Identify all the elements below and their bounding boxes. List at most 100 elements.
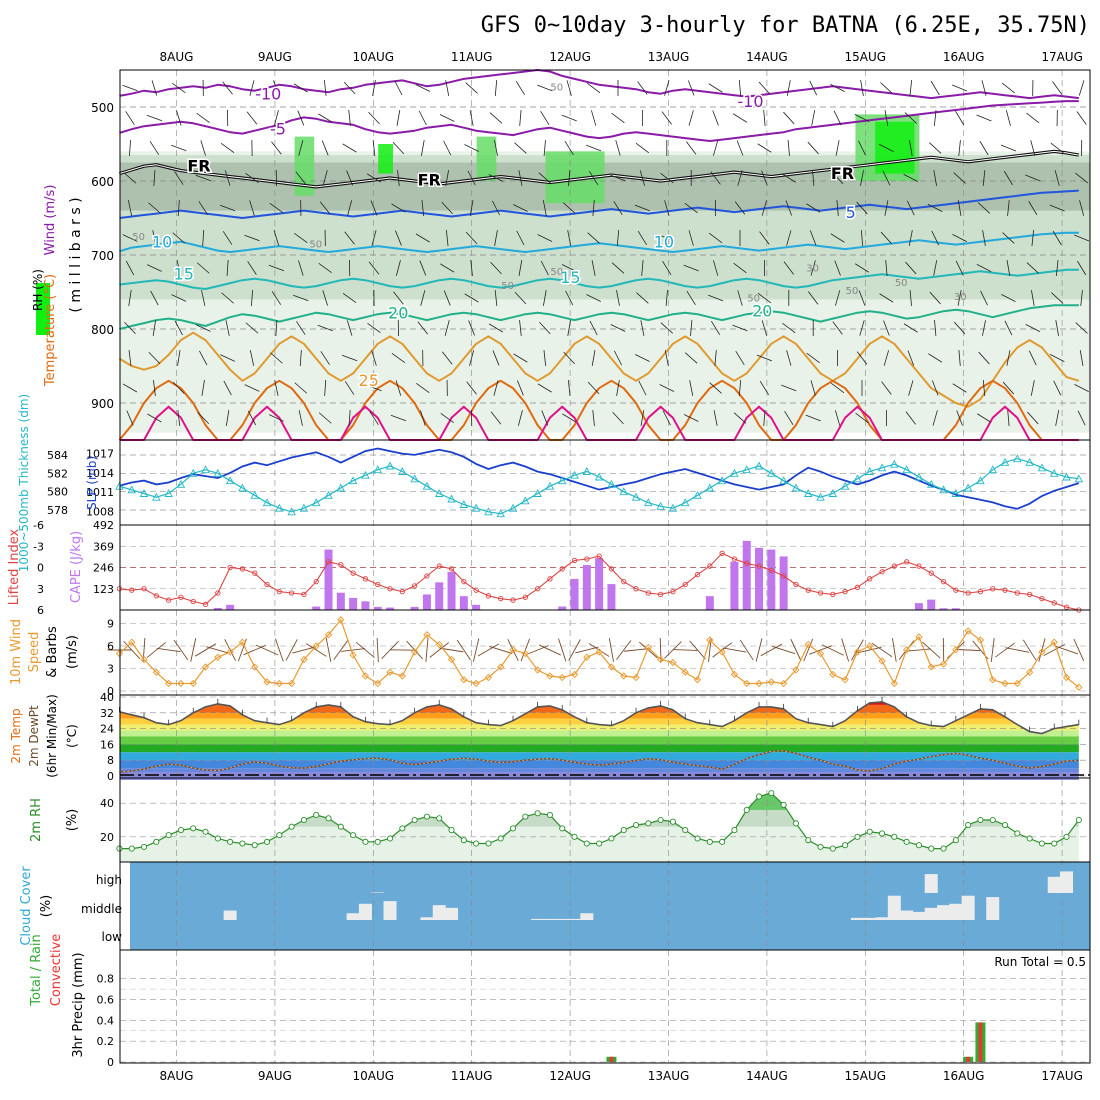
precip-tick-label: 0.2 — [97, 1035, 115, 1048]
cloud-bar — [346, 913, 360, 920]
rh-area-high — [120, 793, 1079, 810]
wind-barb-icon — [787, 139, 790, 157]
cloud-bar — [937, 905, 951, 920]
lifted-index-point — [473, 587, 479, 593]
wind-barb-icon — [122, 84, 138, 92]
wind-barb-icon — [931, 230, 940, 246]
wind-barb-icon — [591, 260, 596, 276]
lifted-index-point — [682, 581, 688, 588]
wind-barb-icon — [396, 110, 401, 126]
wind-barb-icon — [224, 639, 236, 661]
lifted-index-point — [276, 588, 282, 595]
wind-barb-icon — [320, 351, 330, 365]
wind-barb-icon — [711, 321, 721, 335]
wind-speed-point — [275, 679, 283, 688]
cloud-bar — [1047, 876, 1061, 893]
wind-speed-point — [226, 648, 234, 656]
lifted-index-point — [756, 563, 762, 569]
wind-barb-icon — [190, 638, 197, 662]
wind-speed-point — [300, 655, 308, 664]
wind-barb-icon — [197, 411, 210, 425]
wind-barb-icon — [933, 110, 937, 126]
cape-bar — [312, 606, 321, 610]
rh-point — [116, 845, 123, 852]
wind-barb-icon — [465, 82, 478, 94]
cape-bar — [226, 604, 235, 610]
wind-barb-icon — [735, 351, 745, 365]
wind-speed-point — [251, 663, 259, 671]
wind-barb-icon — [880, 82, 893, 94]
wind-barb-icon — [195, 643, 217, 657]
thickness-point — [127, 485, 136, 494]
rh-contour-label: 50 — [747, 294, 760, 305]
rh-point — [977, 816, 984, 824]
cloud-bar — [580, 913, 594, 920]
lifted-index-point — [990, 586, 996, 592]
wind-barb-icon — [1079, 350, 1084, 366]
wind-barb-icon — [299, 349, 302, 367]
lifted-index-point — [264, 581, 270, 588]
thickness-point — [705, 483, 715, 492]
wind-speed-point — [804, 640, 812, 649]
lifted-index-point — [153, 593, 159, 599]
wind-barb-icon — [952, 383, 967, 393]
thickness-point — [152, 492, 161, 501]
thickness-tick-label: 584 — [47, 449, 68, 462]
slp-tick-label: 1014 — [86, 467, 114, 480]
lifted-tick-label: 3 — [37, 583, 44, 596]
wind-speed-point — [189, 679, 197, 688]
rh-point — [337, 823, 344, 830]
wind-barb-icon — [1077, 410, 1086, 426]
temp-color-band — [119, 772, 1079, 780]
wind-barb-icon — [249, 80, 255, 96]
wind-barb-icon — [246, 111, 258, 125]
lifted-index-point — [215, 590, 221, 596]
lifted-index-point — [707, 563, 713, 569]
cape-bar — [607, 584, 616, 610]
wind-barb-icon — [884, 110, 889, 126]
thickness-point — [262, 498, 272, 507]
thickness-tick-label: 578 — [47, 504, 68, 517]
rh-point — [140, 843, 148, 850]
wind-barb-icon — [1007, 409, 1010, 427]
wind-barb-icon — [689, 380, 694, 396]
wind-barb-icon — [712, 642, 732, 658]
wind-barb-icon — [860, 229, 864, 247]
wind-barb-icon — [957, 200, 962, 216]
wind-speed-point — [361, 672, 370, 680]
lifted-index-point — [461, 579, 467, 585]
wind-barb-icon — [990, 638, 995, 662]
isotherm-label: FR — [418, 170, 441, 189]
wind-barb-icon — [296, 321, 306, 335]
wind-barb-icon — [368, 261, 380, 275]
wind-barb-icon — [783, 111, 795, 125]
wind-barb-icon — [317, 324, 333, 332]
wind-barb-icon — [1028, 350, 1037, 366]
wind-barb-icon — [293, 83, 308, 93]
lifted-index-point — [780, 573, 787, 579]
thickness-point — [545, 481, 555, 490]
wind-barb-icon — [146, 114, 163, 122]
wind-barb-icon — [251, 289, 253, 307]
wind-barb-icon — [976, 114, 992, 122]
millibars-axis-title: ( m i l l i b a r s ) — [68, 197, 84, 312]
upper-wind-axis-title: Wind (m/s) — [43, 185, 58, 256]
wind-barb-icon — [372, 80, 376, 96]
wind-barb-icon — [421, 200, 425, 216]
wind-barb-icon — [722, 647, 747, 653]
thickness-point — [348, 476, 358, 485]
cape-bar — [435, 582, 444, 610]
wind-barb-icon — [126, 410, 134, 426]
wind-barb-icon — [806, 352, 820, 364]
rh-point — [682, 827, 689, 834]
rh-contour-label: 50 — [550, 267, 563, 278]
wind-barb-icon — [198, 201, 208, 215]
thickness-axis-title: 1000~500mb Thickness (dm) — [17, 394, 31, 572]
cloud-bar — [961, 895, 975, 920]
rh-point — [1026, 835, 1033, 842]
lifted-index-point — [805, 587, 811, 593]
wind-barb-icon — [1079, 200, 1085, 216]
thickness-point — [607, 479, 616, 488]
lifted-index-point — [879, 569, 885, 575]
thickness-point — [1000, 457, 1010, 466]
